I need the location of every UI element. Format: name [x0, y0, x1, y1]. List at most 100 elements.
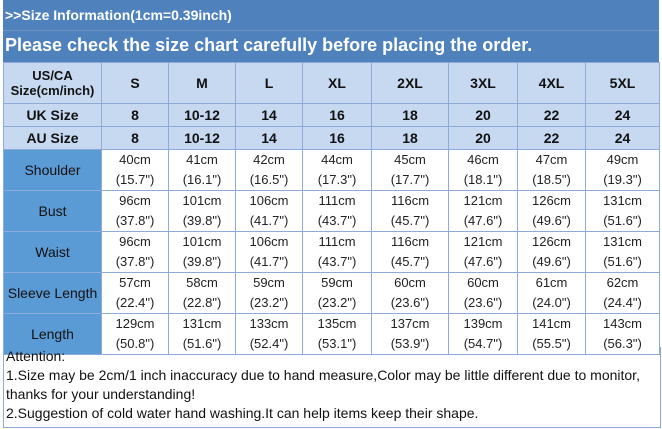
inch-value: (23.6") [390, 295, 430, 310]
inch-value: (50.8") [115, 336, 155, 351]
inch-value: (37.8") [115, 254, 155, 269]
cm-value: 40cm [119, 152, 151, 167]
size-header: 5XL [585, 62, 660, 104]
cm-value: 59cm [321, 275, 353, 290]
size-cell: 20 [448, 103, 518, 127]
row-label: Shoulder [3, 149, 102, 191]
inch-value: (55.5") [532, 336, 571, 351]
inch-value: (23.6") [463, 295, 503, 310]
inch-value: (23.2") [317, 295, 357, 310]
measure-cell: 44cm (17.3") [302, 149, 372, 191]
cm-value: 101cm [182, 193, 222, 208]
inch-value: (41.7") [249, 213, 289, 228]
measure-cell: 41cm (16.1") [168, 149, 236, 191]
size-table: US/CA Size(cm/inch) S M L XL 2XL 3XL 4XL 5XL UK Si… [3, 62, 660, 355]
measure-cell: 47cm (18.5") [517, 149, 586, 191]
cm-value: 96cm [119, 193, 151, 208]
inch-value: (23.2") [249, 295, 289, 310]
measure-row: Length 129cm (50.8") 131cm (51.6") 133cm (52.4… [3, 313, 660, 355]
measure-row: Bust 96cm (37.8") 101cm (39.8") 106cm (41.7") 1… [3, 190, 660, 232]
inch-value: (15.7") [115, 172, 155, 187]
size-header: 3XL [448, 62, 518, 104]
size-chart: >>Size Information(1cm=0.39inch) Please … [3, 0, 660, 355]
cm-value: 101cm [182, 234, 222, 249]
attention-line: thanks for your understanding! [6, 386, 196, 402]
measure-cell: 141cm (55.5") [517, 313, 586, 355]
measure-cell: 60cm (23.6") [448, 272, 518, 314]
inch-value: (16.1") [182, 172, 222, 187]
cm-value: 121cm [463, 193, 503, 208]
cm-value: 106cm [249, 234, 289, 249]
cm-value: 116cm [390, 234, 430, 249]
cm-value: 60cm [394, 275, 426, 290]
corner-label: Size(cm/inch) [10, 83, 95, 98]
size-cell: 10-12 [168, 103, 236, 127]
attention-title: Attention: [6, 348, 66, 364]
measure-cell: 59cm (23.2") [302, 272, 372, 314]
cm-value: 44cm [321, 152, 353, 167]
inch-value: (22.4") [115, 295, 155, 310]
cm-value: 137cm [390, 316, 430, 331]
cm-value: 143cm [602, 316, 643, 331]
cm-value: 131cm [182, 316, 222, 331]
size-cell: 24 [585, 103, 660, 127]
measure-cell: 139cm (54.7") [448, 313, 518, 355]
cm-value: 111cm [318, 193, 356, 208]
size-cell: 18 [371, 126, 449, 150]
measure-cell: 133cm (52.4") [235, 313, 303, 355]
size-cell: 22 [517, 126, 586, 150]
size-cell: 18 [371, 103, 449, 127]
inch-value: (37.8") [115, 213, 155, 228]
row-label: Bust [3, 190, 102, 232]
measure-row: Waist 96cm (37.8") 101cm (39.8") 106cm (41.7")… [3, 231, 660, 273]
row-label: UK Size [3, 103, 102, 127]
size-info-title: >>Size Information(1cm=0.39inch) [3, 0, 659, 30]
attention-line: 2.Suggestion of cold water hand washing.… [6, 405, 479, 421]
cm-value: 62cm [606, 275, 639, 290]
inch-value: (45.7") [390, 213, 430, 228]
cm-value: 111cm [318, 234, 356, 249]
corner-cell: US/CA Size(cm/inch) [3, 62, 102, 104]
size-header-row: US/CA Size(cm/inch) S M L XL 2XL 3XL 4XL 5XL [3, 62, 660, 104]
cm-value: 60cm [467, 275, 499, 290]
cm-value: 49cm [606, 152, 639, 167]
attention-line: 1.Size may be 2cm/1 inch inaccuracy due … [6, 367, 640, 383]
inch-value: (52.4") [249, 336, 289, 351]
measure-cell: 101cm (39.8") [168, 190, 236, 232]
inch-value: (24.4") [603, 295, 642, 310]
measure-cell: 131cm (51.6") [168, 313, 236, 355]
measure-cell: 131cm (51.6") [585, 231, 660, 273]
size-cell: 16 [302, 103, 372, 127]
measure-cell: 116cm (45.7") [371, 231, 449, 273]
size-header: XL [302, 62, 372, 104]
row-label: AU Size [3, 126, 102, 150]
inch-value: (49.6") [532, 254, 571, 269]
inch-value: (47.6") [463, 213, 503, 228]
inch-value: (49.6") [532, 213, 571, 228]
cm-value: 59cm [253, 275, 285, 290]
size-cell: 16 [302, 126, 372, 150]
measure-cell: 96cm (37.8") [101, 190, 169, 232]
measure-cell: 49cm (19.3") [585, 149, 660, 191]
corner-label: US/CA [32, 68, 73, 83]
inch-value: (43.7") [317, 254, 357, 269]
inch-value: (45.7") [390, 254, 430, 269]
cm-value: 116cm [390, 193, 430, 208]
cm-value: 46cm [467, 152, 499, 167]
cm-value: 47cm [535, 152, 568, 167]
measure-cell: 126cm (49.6") [517, 231, 586, 273]
cm-value: 126cm [531, 234, 572, 249]
cm-value: 58cm [186, 275, 218, 290]
measure-cell: 116cm (45.7") [371, 190, 449, 232]
inch-value: (39.8") [182, 254, 222, 269]
cm-value: 106cm [249, 193, 289, 208]
inch-value: (18.1") [463, 172, 503, 187]
measure-cell: 111cm (43.7") [302, 190, 372, 232]
size-cell: 20 [448, 126, 518, 150]
inch-value: (53.1") [317, 336, 357, 351]
cm-value: 129cm [115, 316, 155, 331]
attention-notes: Attention: 1.Size may be 2cm/1 inch inac… [3, 347, 661, 428]
inch-value: (56.3") [603, 336, 642, 351]
measure-cell: 62cm (24.4") [585, 272, 660, 314]
measure-cell: 135cm (53.1") [302, 313, 372, 355]
